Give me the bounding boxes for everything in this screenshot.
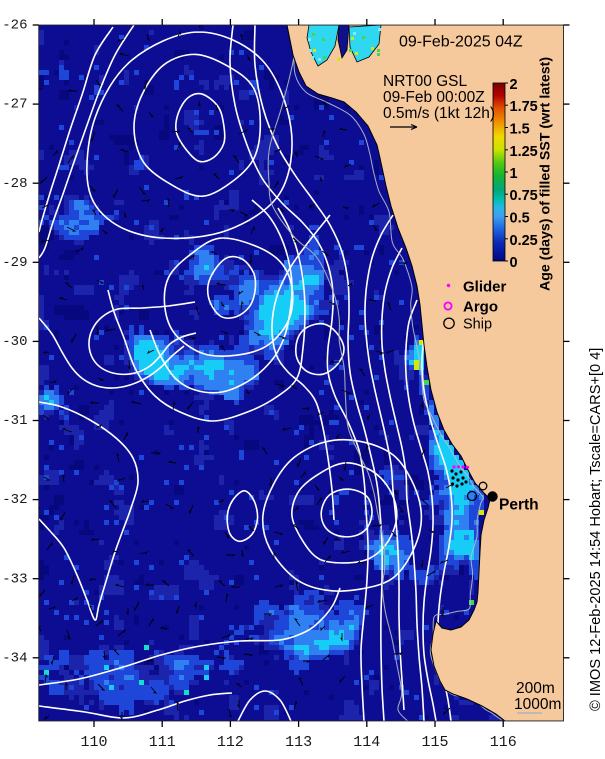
svg-text:Perth: Perth <box>499 497 539 514</box>
svg-text:-34: -34 <box>2 650 27 666</box>
svg-text:110: 110 <box>80 734 107 751</box>
svg-text:1.5: 1.5 <box>510 122 530 138</box>
svg-text:-33: -33 <box>2 571 27 587</box>
svg-text:Age (days) of filled SST (wrt: Age (days) of filled SST (wrt latest) <box>538 57 554 291</box>
svg-text:0.5m/s (1kt 12h): 0.5m/s (1kt 12h) <box>383 105 495 122</box>
svg-text:09-Feb 00:00Z: 09-Feb 00:00Z <box>383 89 485 106</box>
svg-text:-30: -30 <box>2 334 27 350</box>
svg-text:-28: -28 <box>2 176 27 192</box>
svg-text:1.75: 1.75 <box>510 99 538 115</box>
svg-text:113: 113 <box>285 734 312 751</box>
svg-text:1.25: 1.25 <box>510 144 538 160</box>
svg-text:-29: -29 <box>2 255 27 271</box>
svg-text:112: 112 <box>217 734 244 751</box>
svg-text:-26: -26 <box>2 18 27 34</box>
svg-text:Argo: Argo <box>463 299 498 316</box>
svg-text:2: 2 <box>510 77 518 93</box>
svg-text:0.75: 0.75 <box>510 188 538 204</box>
svg-text:0.5: 0.5 <box>510 211 530 227</box>
svg-text:09-Feb-2025 04Z: 09-Feb-2025 04Z <box>399 34 523 51</box>
svg-text:-31: -31 <box>2 413 27 429</box>
svg-text:1: 1 <box>510 166 518 182</box>
svg-text:0: 0 <box>510 255 518 271</box>
svg-text:-27: -27 <box>2 97 27 113</box>
svg-text:116: 116 <box>490 734 517 751</box>
svg-text:1000m: 1000m <box>514 696 561 713</box>
svg-text:Ship: Ship <box>463 317 492 333</box>
svg-text:NRT00 GSL: NRT00 GSL <box>383 73 468 90</box>
svg-text:111: 111 <box>149 734 176 751</box>
svg-text:Glider: Glider <box>463 279 507 296</box>
svg-text:200m: 200m <box>516 680 555 697</box>
svg-text:© IMOS 12-Feb-2025 14:54 Hobar: © IMOS 12-Feb-2025 14:54 Hobart; Tscale=… <box>588 348 604 711</box>
svg-text:115: 115 <box>421 734 448 751</box>
svg-text:-32: -32 <box>2 492 27 508</box>
svg-text:114: 114 <box>353 734 380 751</box>
svg-text:0.25: 0.25 <box>510 233 538 249</box>
